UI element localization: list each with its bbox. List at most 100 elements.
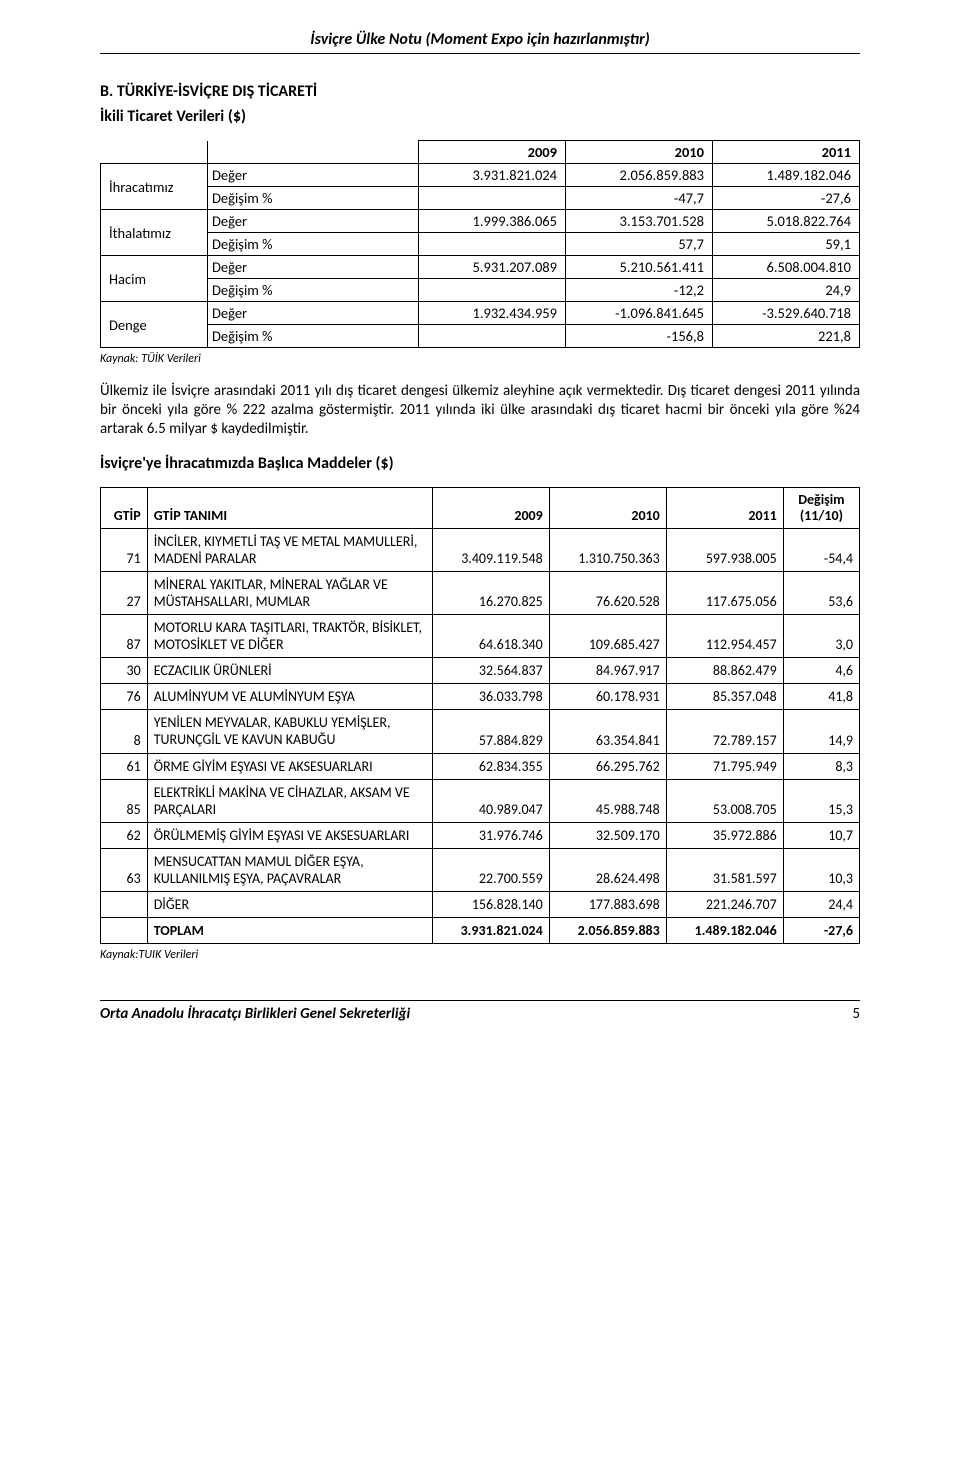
cell: 31.976.746 [432, 822, 549, 848]
row-group-label: İhracatımız [101, 164, 208, 210]
gtip-code-cell: 76 [101, 684, 148, 710]
gtip-name-cell: DİĞER [147, 892, 432, 918]
subsection1-title: İkili Ticaret Verileri ($) [100, 107, 860, 126]
cell: 36.033.798 [432, 684, 549, 710]
col-gtip-name: GTİP TANIMI [147, 487, 432, 528]
table1-source: Kaynak: TÜİK Verileri [100, 352, 860, 366]
cell: 6.508.004.810 [713, 256, 860, 279]
cell: -27,6 [783, 918, 859, 944]
col-year: 2011 [713, 141, 860, 164]
gtip-name-cell: ELEKTRİKLİ MAKİNA VE CİHAZLAR, AKSAM VE … [147, 779, 432, 822]
cell: 53,6 [783, 571, 859, 614]
cell: 66.295.762 [549, 753, 666, 779]
total-label: TOPLAM [147, 918, 432, 944]
cell: 3.153.701.528 [566, 210, 713, 233]
row-group-label: Denge [101, 302, 208, 348]
cell [419, 279, 566, 302]
cell: 5.210.561.411 [566, 256, 713, 279]
table-row: Değişim % 57,7 59,1 [101, 233, 860, 256]
gtip-code-cell: 27 [101, 571, 148, 614]
cell: 1.489.182.046 [713, 164, 860, 187]
cell: 221.246.707 [666, 892, 783, 918]
cell: 15,3 [783, 779, 859, 822]
page-number: 5 [852, 1005, 860, 1023]
cell: 3,0 [783, 615, 859, 658]
subsection2-title: İsviçre'ye İhracatımızda Başlıca Maddele… [100, 454, 860, 473]
gtip-code-cell: 30 [101, 658, 148, 684]
gtip-code-cell: 63 [101, 848, 148, 891]
cell: 45.988.748 [549, 779, 666, 822]
table-row: Denge Değer 1.932.434.959 -1.096.841.645… [101, 302, 860, 325]
cell: 31.581.597 [666, 848, 783, 891]
cell: -27,6 [713, 187, 860, 210]
table-row: Hacim Değer 5.931.207.089 5.210.561.411 … [101, 256, 860, 279]
gtip-name-cell: MENSUCATTAN MAMUL DİĞER EŞYA, KULLANILMI… [147, 848, 432, 891]
paragraph: Ülkemiz ile İsviçre arasındaki 2011 yılı… [100, 382, 860, 440]
cell: 14,9 [783, 710, 859, 753]
table-row: Değişim % -47,7 -27,6 [101, 187, 860, 210]
cell: 3.409.119.548 [432, 528, 549, 571]
col-change-line1: Değişim [798, 491, 844, 508]
cell: 35.972.886 [666, 822, 783, 848]
gtip-name-cell: ALUMİNYUM VE ALUMİNYUM EŞYA [147, 684, 432, 710]
table-row: 87MOTORLU KARA TAŞITLARI, TRAKTÖR, BİSİK… [101, 615, 860, 658]
col-change-line2: (11/10) [800, 507, 843, 524]
cell: 112.954.457 [666, 615, 783, 658]
gtip-name-cell: ÖRME GİYİM EŞYASI VE AKSESUARLARI [147, 753, 432, 779]
cell: 32.509.170 [549, 822, 666, 848]
table-row: İthalatımız Değer 1.999.386.065 3.153.70… [101, 210, 860, 233]
cell: 59,1 [713, 233, 860, 256]
gtip-code-cell: 61 [101, 753, 148, 779]
table-row: Değişim % -12,2 24,9 [101, 279, 860, 302]
cell: 40.989.047 [432, 779, 549, 822]
table-row: 76ALUMİNYUM VE ALUMİNYUM EŞYA36.033.7986… [101, 684, 860, 710]
table-row: 62ÖRÜLMEMİŞ GİYİM EŞYASI VE AKSESUARLARI… [101, 822, 860, 848]
row-group-label: İthalatımız [101, 210, 208, 256]
cell: 1.489.182.046 [666, 918, 783, 944]
metric-label: Değişim % [208, 187, 419, 210]
table-row: 30ECZACILIK ÜRÜNLERİ32.564.83784.967.917… [101, 658, 860, 684]
cell: 76.620.528 [549, 571, 666, 614]
cell: -156,8 [566, 325, 713, 348]
cell: 8,3 [783, 753, 859, 779]
cell: 2.056.859.883 [566, 164, 713, 187]
cell: 177.883.698 [549, 892, 666, 918]
cell: 221,8 [713, 325, 860, 348]
table-row: Değişim % -156,8 221,8 [101, 325, 860, 348]
cell: 62.834.355 [432, 753, 549, 779]
table-row: İhracatımız Değer 3.931.821.024 2.056.85… [101, 164, 860, 187]
cell: 109.685.427 [549, 615, 666, 658]
cell: 57,7 [566, 233, 713, 256]
gtip-code-cell: 87 [101, 615, 148, 658]
cell: 53.008.705 [666, 779, 783, 822]
table-row: 8YENİLEN MEYVALAR, KABUKLU YEMİŞLER, TUR… [101, 710, 860, 753]
row-group-label: Hacim [101, 256, 208, 302]
table-row: DİĞER156.828.140177.883.698221.246.70724… [101, 892, 860, 918]
cell: 85.357.048 [666, 684, 783, 710]
metric-label: Değer [208, 210, 419, 233]
gtip-code-cell [101, 892, 148, 918]
gtip-code-cell: 85 [101, 779, 148, 822]
cell: 10,3 [783, 848, 859, 891]
gtip-code-cell: 71 [101, 528, 148, 571]
cell: -3.529.640.718 [713, 302, 860, 325]
cell: -47,7 [566, 187, 713, 210]
cell: 63.354.841 [549, 710, 666, 753]
metric-label: Değişim % [208, 325, 419, 348]
gtip-code-cell: 8 [101, 710, 148, 753]
export-items-table: GTİP GTİP TANIMI 2009 2010 2011 Değişim … [100, 487, 860, 945]
gtip-name-cell: ÖRÜLMEMİŞ GİYİM EŞYASI VE AKSESUARLARI [147, 822, 432, 848]
cell: 88.862.479 [666, 658, 783, 684]
bilateral-trade-table: 2009 2010 2011 İhracatımız Değer 3.931.8… [100, 140, 860, 348]
col-year: 2010 [566, 141, 713, 164]
table-row: 61ÖRME GİYİM EŞYASI VE AKSESUARLARI62.83… [101, 753, 860, 779]
table-row: 85ELEKTRİKLİ MAKİNA VE CİHAZLAR, AKSAM V… [101, 779, 860, 822]
gtip-name-cell: MOTORLU KARA TAŞITLARI, TRAKTÖR, BİSİKLE… [147, 615, 432, 658]
metric-label: Değişim % [208, 233, 419, 256]
table-row: 71İNCİLER, KIYMETLİ TAŞ VE METAL MAMULLE… [101, 528, 860, 571]
gtip-name-cell: MİNERAL YAKITLAR, MİNERAL YAĞLAR VE MÜST… [147, 571, 432, 614]
gtip-code-cell: 62 [101, 822, 148, 848]
cell: -54,4 [783, 528, 859, 571]
col-year: 2009 [419, 141, 566, 164]
cell: 24,4 [783, 892, 859, 918]
